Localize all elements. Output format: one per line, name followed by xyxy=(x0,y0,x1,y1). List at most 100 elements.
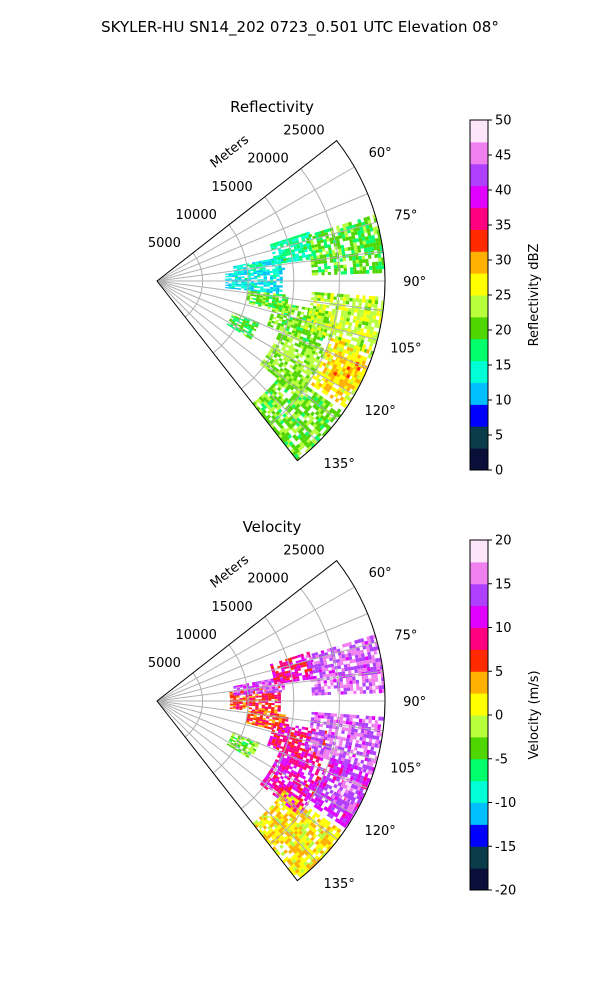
radar-gate xyxy=(351,352,356,357)
radar-gate xyxy=(277,698,282,701)
radar-gate xyxy=(302,816,307,821)
radar-gate xyxy=(278,363,283,368)
radar-gate xyxy=(280,678,284,682)
radar-gate xyxy=(299,394,305,399)
radar-gate xyxy=(333,258,337,263)
radar-gate xyxy=(301,342,306,347)
radar-gate xyxy=(374,303,378,309)
radar-gate xyxy=(355,357,361,363)
radar-gate xyxy=(326,737,331,741)
radar-gate xyxy=(256,406,261,411)
radar-gate xyxy=(312,670,316,674)
radar-gate xyxy=(301,726,306,730)
radar-gate xyxy=(282,294,286,297)
radar-gate xyxy=(356,330,361,336)
colorbar-swatch xyxy=(470,141,488,165)
radar-gate xyxy=(297,247,302,252)
radar-gate xyxy=(258,702,262,705)
radar-gate xyxy=(342,297,347,301)
radar-gate xyxy=(272,725,277,729)
radar-gate xyxy=(312,250,316,254)
radar-gate xyxy=(282,771,287,776)
radar-gate xyxy=(228,285,232,288)
radar-gate xyxy=(286,325,291,330)
radar-gate xyxy=(246,296,250,300)
radar-gate xyxy=(330,806,336,812)
radar-gate xyxy=(286,677,290,681)
radar-gate xyxy=(342,257,347,262)
radar-gate xyxy=(334,812,339,818)
radar-gate xyxy=(257,273,261,276)
radar-gate xyxy=(274,358,279,363)
radar-gate xyxy=(245,742,249,746)
radar-gate xyxy=(324,838,330,844)
radar-gate xyxy=(262,269,267,272)
radar-gate xyxy=(281,300,285,304)
radar-gate xyxy=(240,270,244,273)
radar-gate xyxy=(277,705,281,708)
radar-gate xyxy=(239,264,243,267)
radar-gate xyxy=(282,714,286,717)
radar-gate xyxy=(232,707,237,710)
radar-gate xyxy=(317,266,322,270)
radar-gate xyxy=(285,427,291,432)
radar-gate xyxy=(263,282,267,285)
radar-gate xyxy=(304,752,309,756)
radar-gate xyxy=(275,406,281,411)
radar-gate xyxy=(282,837,287,843)
radar-gate xyxy=(324,390,329,396)
radar-gate xyxy=(297,730,302,735)
radar-gate xyxy=(292,747,297,752)
radar-gate xyxy=(271,817,276,822)
radar-gate xyxy=(325,724,330,729)
angle-tick-label: 105° xyxy=(390,342,421,357)
radar-gate xyxy=(317,842,323,848)
radar-gate xyxy=(282,765,287,770)
radar-gate xyxy=(228,278,232,280)
radar-gate xyxy=(312,833,318,839)
colorbar-tick-label: 5 xyxy=(495,429,503,444)
radar-gate xyxy=(273,259,278,263)
radar-gate xyxy=(239,698,243,700)
radar-gate xyxy=(327,415,332,421)
radar-gate xyxy=(304,356,309,362)
radar-gate xyxy=(347,670,352,675)
radar-gate xyxy=(320,715,325,719)
radar-gate xyxy=(231,321,236,324)
radar-gate xyxy=(361,740,366,746)
radar-gate xyxy=(303,441,309,447)
radar-gate xyxy=(345,373,351,379)
radar-gate xyxy=(344,247,348,252)
radar-gate xyxy=(303,235,308,239)
radar-gate xyxy=(256,272,260,275)
radar-gate xyxy=(354,639,359,645)
radar-gate xyxy=(276,274,280,277)
radar-gate xyxy=(273,399,278,405)
radar-gate xyxy=(352,658,357,663)
radar-gate xyxy=(314,376,319,382)
radar-gate xyxy=(284,719,289,722)
radar-gate xyxy=(285,306,290,309)
colorbar-swatch xyxy=(470,736,488,760)
radar-gate xyxy=(234,287,238,290)
radar-gate xyxy=(301,871,307,876)
radar-gate xyxy=(281,249,285,253)
radar-gate xyxy=(248,694,253,697)
radar-gate xyxy=(262,829,267,834)
radar-gate xyxy=(283,343,288,347)
radar-gate xyxy=(269,823,274,829)
radar-gate xyxy=(233,265,237,268)
radar-gate xyxy=(289,806,295,811)
radar-gate xyxy=(273,832,278,838)
radar-gate xyxy=(288,849,293,855)
radar-gate xyxy=(304,249,308,253)
radar-gate xyxy=(301,762,306,767)
radar-gate xyxy=(349,239,354,244)
radar-gate xyxy=(245,721,249,724)
radar-gate xyxy=(349,367,354,372)
radar-gate xyxy=(290,795,295,800)
radar-gate xyxy=(354,728,358,733)
radar-gate xyxy=(258,695,262,698)
radar-gate xyxy=(238,278,242,280)
radar-gate xyxy=(239,265,244,268)
